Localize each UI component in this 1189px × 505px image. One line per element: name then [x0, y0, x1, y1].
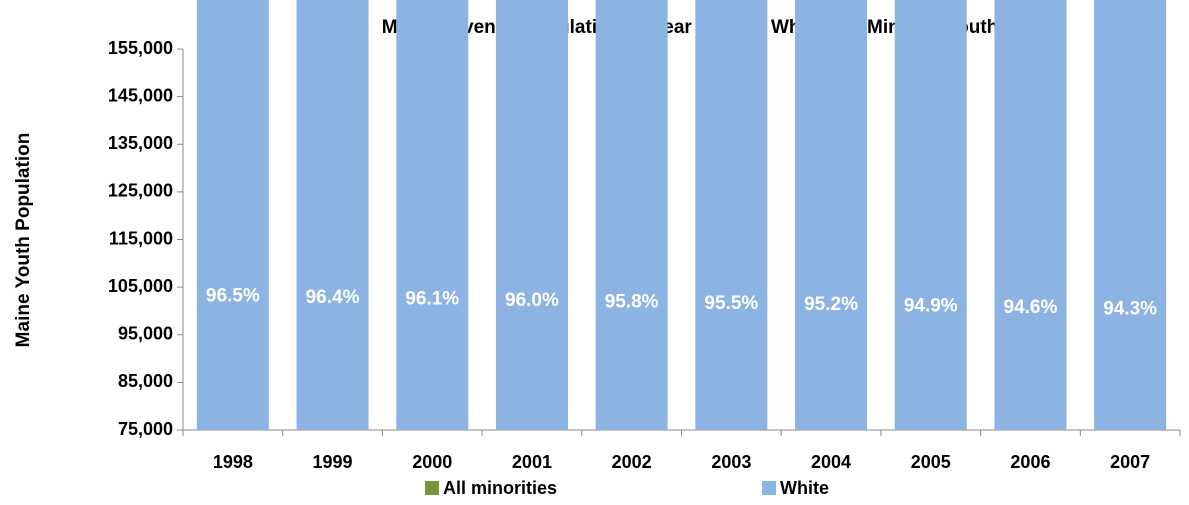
y-axis-label: Maine Youth Population [13, 133, 34, 348]
x-tick-label: 2006 [1010, 452, 1050, 472]
legend-label: All minorities [443, 478, 557, 498]
bar-segment [196, 0, 269, 430]
data-label: 94.3% [1103, 299, 1157, 320]
bar-segment [994, 0, 1067, 431]
bar-segment [495, 0, 568, 430]
bar-segment [396, 0, 469, 431]
y-tick-label: 145,000 [108, 85, 173, 105]
x-tick-label: 2007 [1110, 452, 1150, 472]
x-tick-label: 1999 [313, 452, 353, 472]
data-label: 94.9% [904, 296, 958, 317]
legend-swatch [762, 481, 776, 495]
bar-segment [795, 0, 868, 430]
x-tick-label: 2001 [512, 452, 552, 472]
y-tick-label: 135,000 [108, 133, 173, 153]
x-tick-label: 2004 [811, 452, 851, 472]
data-label: 96.1% [405, 289, 459, 310]
x-tick-label: 2002 [612, 452, 652, 472]
data-label: 96.0% [505, 290, 559, 311]
data-label: 95.8% [605, 291, 659, 312]
bar-segment [1094, 0, 1167, 431]
y-tick-label: 115,000 [109, 228, 173, 248]
data-label: 96.5% [206, 286, 260, 307]
y-tick-label: 95,000 [118, 324, 173, 344]
data-label: 95.5% [704, 293, 758, 314]
y-tick-label: 155,000 [108, 38, 173, 58]
legend-label: White [780, 478, 829, 498]
bar-segment [695, 0, 768, 430]
y-tick-label: 85,000 [118, 371, 173, 391]
y-tick-label: 105,000 [108, 276, 173, 296]
x-tick-label: 2003 [711, 452, 751, 472]
y-tick-label: 75,000 [118, 419, 173, 439]
data-label: 95.2% [804, 294, 858, 315]
x-tick-label: 1998 [213, 452, 253, 472]
legend-swatch [425, 481, 439, 495]
x-tick-label: 2000 [412, 452, 452, 472]
data-label: 96.4% [306, 287, 360, 308]
y-tick-label: 125,000 [108, 181, 173, 201]
data-label: 94.6% [1004, 297, 1058, 318]
x-tick-label: 2005 [911, 452, 951, 472]
bar-segment [296, 0, 369, 431]
bar-segment [595, 0, 668, 430]
bar-segment [894, 0, 967, 431]
